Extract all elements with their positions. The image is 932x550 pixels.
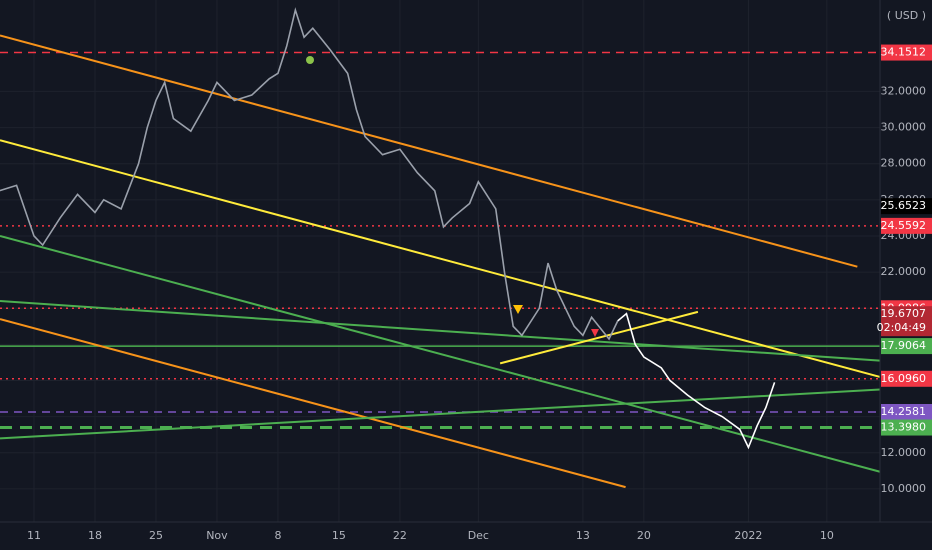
price-badge-label: 13.3980 [881, 421, 927, 434]
price-badge-label: 16.0960 [881, 372, 927, 385]
x-tick-label: 10 [820, 529, 834, 542]
y-tick-label: 32.0000 [881, 84, 927, 97]
x-tick-label: 13 [576, 529, 590, 542]
countdown-label: 02:04:49 [877, 321, 926, 334]
x-tick-label: 20 [637, 529, 651, 542]
trend-line [0, 388, 881, 440]
price-badge [881, 338, 932, 355]
trend-line [499, 310, 699, 365]
price-badge [881, 403, 932, 420]
y-tick-label: 30.0000 [881, 121, 927, 134]
x-tick-label: Dec [468, 529, 489, 542]
price-badge-label: 14.2581 [881, 405, 927, 418]
trend-line [0, 34, 858, 268]
marker-triangle [591, 329, 599, 337]
price-badge [881, 370, 932, 387]
trend-line [0, 318, 626, 489]
price-badge [881, 419, 932, 436]
price-badge [881, 44, 932, 61]
y-tick-label: 28.0000 [881, 157, 927, 170]
marker-dot [306, 56, 314, 64]
marker-triangle [513, 305, 523, 314]
price-badge [881, 306, 932, 337]
y-tick-label: 12.0000 [881, 446, 927, 459]
currency-label: ( USD ) [887, 9, 926, 22]
x-tick-label: 22 [393, 529, 407, 542]
price-badge-label: 24.5592 [881, 219, 927, 232]
trend-line [0, 235, 881, 473]
trend-line [0, 300, 881, 362]
price-badge-label: 17.9064 [881, 339, 927, 352]
price-badge-label: 34.1512 [881, 46, 927, 59]
price-badge [881, 198, 932, 215]
price-badge-label: 19.6707 [881, 307, 927, 320]
price-line [0, 7, 619, 341]
x-tick-label: 11 [27, 529, 41, 542]
y-tick-label: 22.0000 [881, 265, 927, 278]
y-tick-label: 10.0000 [881, 482, 927, 495]
x-tick-label: 15 [332, 529, 346, 542]
price-badge-label: 25.6523 [881, 199, 927, 212]
x-tick-label: 25 [149, 529, 163, 542]
x-tick-label: 8 [274, 529, 281, 542]
price-badge [881, 217, 932, 234]
x-tick-label: 2022 [734, 529, 762, 542]
trend-line [0, 139, 881, 378]
price-line [617, 312, 776, 450]
x-tick-label: Nov [206, 529, 228, 542]
plot [0, 0, 881, 522]
x-tick-label: 18 [88, 529, 102, 542]
